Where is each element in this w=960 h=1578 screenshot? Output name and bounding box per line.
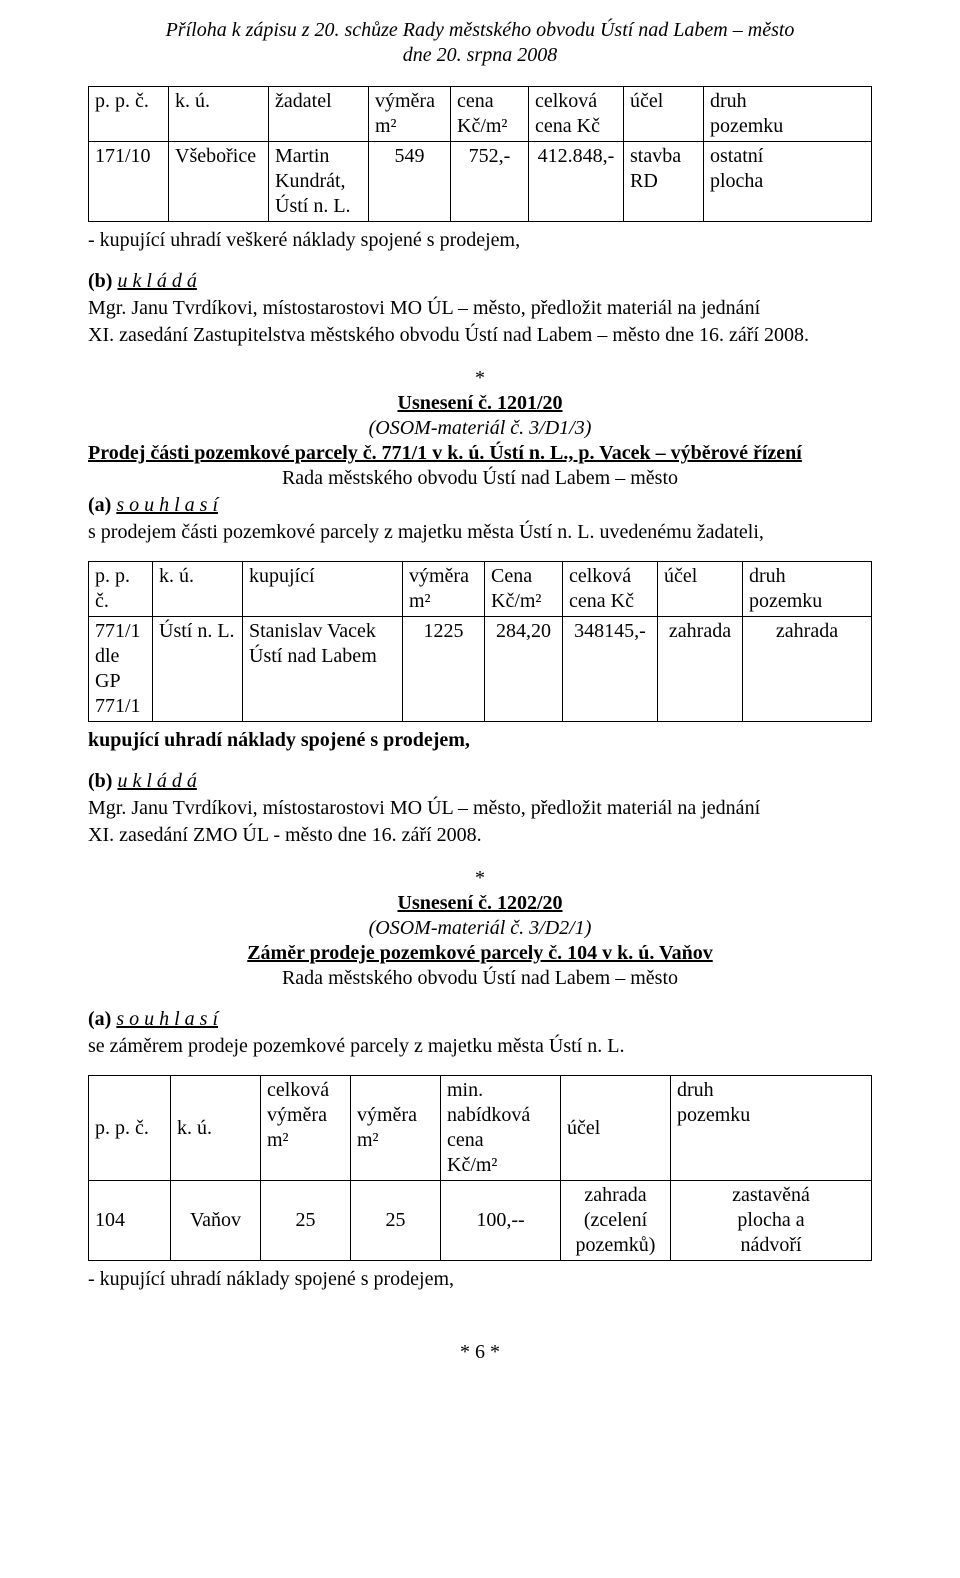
col-vymera: výměra m² — [369, 87, 451, 142]
col-ppc: p. p. č. — [89, 87, 169, 142]
col-cena: cena Kč/m² — [451, 87, 529, 142]
cell: 348145,- — [563, 617, 658, 722]
col: p. p. č. — [89, 1076, 171, 1181]
col: kupující — [243, 562, 403, 617]
section-b2: (b) u k l á d á — [88, 769, 872, 794]
page-footer: * 6 * — [88, 1340, 872, 1365]
reso1-block: * Usnesení č. 1201/20 (OSOM-materiál č. … — [88, 366, 872, 441]
b2-line2: XI. zasedání ZMO ÚL - město dne 16. září… — [88, 823, 872, 848]
header-line2: dne 20. srpna 2008 — [88, 43, 872, 68]
col-ku: k. ú. — [169, 87, 269, 142]
section-a1: (a) s o u h l a s í — [88, 493, 872, 518]
reso1-num: Usnesení č. 1201/20 — [88, 391, 872, 416]
reso1-star: * — [88, 366, 872, 391]
b1-ul: u k l á d á — [117, 270, 196, 292]
cell: Stanislav Vacek Ústí nad Labem — [243, 617, 403, 722]
col: druh pozemku — [743, 562, 872, 617]
table-3: p. p. č. k. ú. celková výměra m² výměra … — [88, 1075, 872, 1261]
cell: 1225 — [403, 617, 485, 722]
cell: zahrada (zcelení pozemků) — [561, 1181, 671, 1261]
reso2-rada: Rada městského obvodu Ústí nad Labem – m… — [88, 966, 872, 991]
col: účel — [658, 562, 743, 617]
table-row: 104 Vaňov 25 25 100,-- zahrada (zcelení … — [89, 1181, 872, 1261]
col: celková cena Kč — [563, 562, 658, 617]
col: celková výměra m² — [261, 1076, 351, 1181]
cell: 25 — [261, 1181, 351, 1261]
cell: ostatní plocha — [704, 142, 872, 222]
cell: stavba RD — [624, 142, 704, 222]
reso2-block: * Usnesení č. 1202/20 (OSOM-materiál č. … — [88, 866, 872, 991]
a2-text: se záměrem prodeje pozemkové parcely z m… — [88, 1034, 872, 1059]
reso2-mat: (OSOM-materiál č. 3/D2/1) — [88, 916, 872, 941]
reso2-num: Usnesení č. 1202/20 — [88, 891, 872, 916]
table3-note: - kupující uhradí náklady spojené s prod… — [88, 1267, 872, 1292]
cell: 100,-- — [441, 1181, 561, 1261]
header-line1: Příloha k zápisu z 20. schůze Rady městs… — [88, 18, 872, 43]
col: druh pozemku — [671, 1076, 872, 1181]
col-zadatel: žadatel — [269, 87, 369, 142]
cell: 25 — [351, 1181, 441, 1261]
cell: 549 — [369, 142, 451, 222]
col: min. nabídková cena Kč/m² — [441, 1076, 561, 1181]
a2-ul: s o u h l a s í — [116, 1008, 218, 1030]
cell: zastavěná plocha a nádvoří — [671, 1181, 872, 1261]
b2-line1: Mgr. Janu Tvrdíkovi, místostarostovi MO … — [88, 796, 872, 821]
reso1-rada: Rada městského obvodu Ústí nad Labem – m… — [88, 466, 872, 491]
section-a2: (a) s o u h l a s í — [88, 1007, 872, 1032]
reso1-mat: (OSOM-materiál č. 3/D1/3) — [88, 416, 872, 441]
reso2-sub: Záměr prodeje pozemkové parcely č. 104 v… — [88, 941, 872, 966]
reso2-star: * — [88, 866, 872, 891]
cell: 412.848,- — [529, 142, 624, 222]
b1-label: (b) — [88, 270, 117, 292]
table-row: 771/1 dle GP 771/1 Ústí n. L. Stanislav … — [89, 617, 872, 722]
b2-label: (b) — [88, 770, 117, 792]
a1-label: (a) — [88, 494, 116, 516]
table1-note: - kupující uhradí veškeré náklady spojen… — [88, 228, 872, 253]
col: k. ú. — [171, 1076, 261, 1181]
col-druh: druh pozemku — [704, 87, 872, 142]
cell: 752,- — [451, 142, 529, 222]
col: p. p. č. — [89, 562, 153, 617]
cell: Všebořice — [169, 142, 269, 222]
col: k. ú. — [153, 562, 243, 617]
table-row: p. p. č. k. ú. žadatel výměra m² cena Kč… — [89, 87, 872, 142]
cell: 171/10 — [89, 142, 169, 222]
cell: 284,20 — [485, 617, 563, 722]
col: výměra m² — [351, 1076, 441, 1181]
page-header: Příloha k zápisu z 20. schůze Rady městs… — [88, 18, 872, 68]
section-b1: (b) u k l á d á — [88, 269, 872, 294]
a1-text: s prodejem části pozemkové parcely z maj… — [88, 520, 872, 545]
col: výměra m² — [403, 562, 485, 617]
table-row: p. p. č. k. ú. celková výměra m² výměra … — [89, 1076, 872, 1181]
b1-line1: Mgr. Janu Tvrdíkovi, místostarostovi MO … — [88, 296, 872, 321]
cell: zahrada — [658, 617, 743, 722]
table-row: p. p. č. k. ú. kupující výměra m² Cena K… — [89, 562, 872, 617]
cell: zahrada — [743, 617, 872, 722]
cell: 104 — [89, 1181, 171, 1261]
b1-line2: XI. zasedání Zastupitelstva městského ob… — [88, 323, 872, 348]
cell: Ústí n. L. — [153, 617, 243, 722]
col-ucel: účel — [624, 87, 704, 142]
b2-ul: u k l á d á — [117, 770, 196, 792]
table-1: p. p. č. k. ú. žadatel výměra m² cena Kč… — [88, 86, 872, 222]
table2-note: kupující uhradí náklady spojené s prodej… — [88, 728, 872, 753]
cell: Martin Kundrát, Ústí n. L. — [269, 142, 369, 222]
a2-label: (a) — [88, 1008, 116, 1030]
a1-ul: s o u h l a s í — [116, 494, 218, 516]
col: účel — [561, 1076, 671, 1181]
cell: Vaňov — [171, 1181, 261, 1261]
col: Cena Kč/m² — [485, 562, 563, 617]
reso1-sub: Prodej části pozemkové parcely č. 771/1 … — [88, 441, 872, 466]
cell: 771/1 dle GP 771/1 — [89, 617, 153, 722]
table-2: p. p. č. k. ú. kupující výměra m² Cena K… — [88, 561, 872, 722]
table-row: 171/10 Všebořice Martin Kundrát, Ústí n.… — [89, 142, 872, 222]
col-celkova: celková cena Kč — [529, 87, 624, 142]
